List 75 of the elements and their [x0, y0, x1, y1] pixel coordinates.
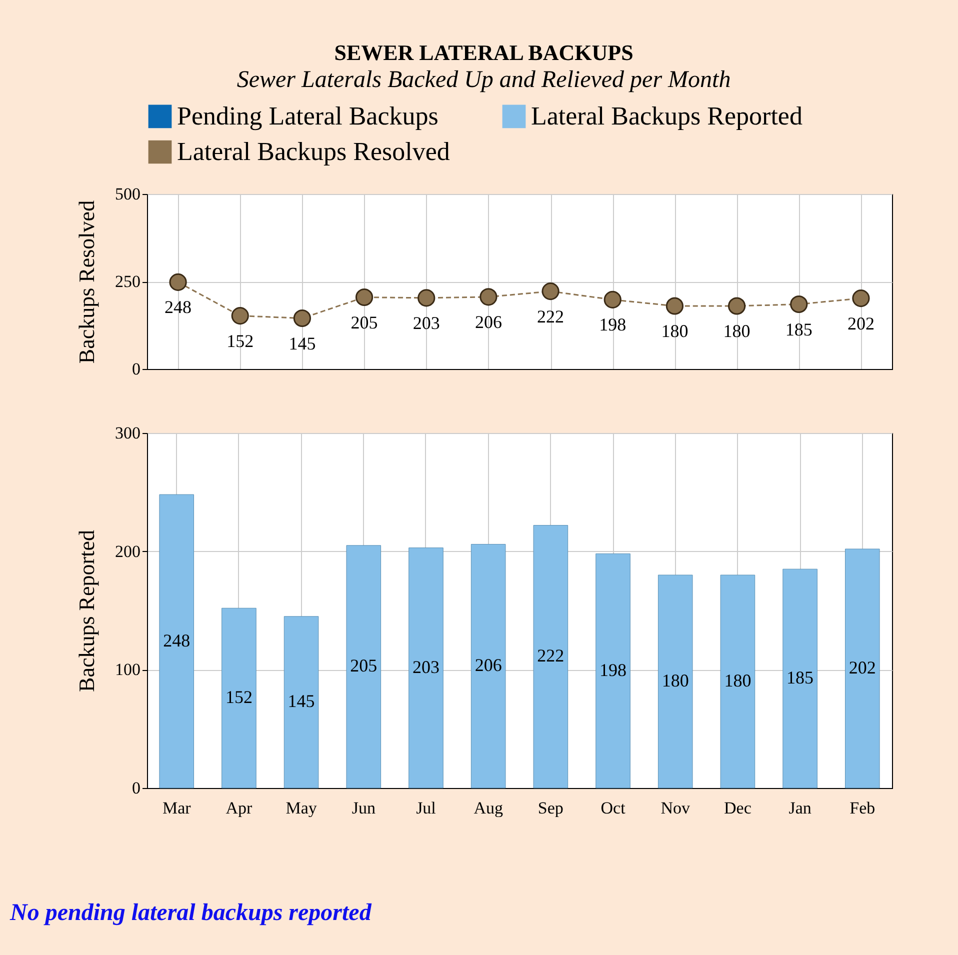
data-label: 180	[662, 670, 689, 690]
bar	[408, 548, 444, 788]
data-label: 206	[474, 312, 502, 332]
point	[231, 307, 249, 325]
point	[604, 290, 622, 308]
data-label: 202	[848, 657, 876, 678]
data-label: 145	[288, 691, 315, 712]
x-tick-label: Nov	[660, 798, 690, 818]
point	[728, 297, 746, 315]
data-label: 180	[661, 321, 688, 341]
point	[418, 289, 436, 307]
data-label: 202	[847, 313, 874, 334]
x-tick-label: Feb	[850, 798, 876, 818]
data-label: 205	[350, 312, 378, 332]
bar	[533, 525, 568, 788]
data-label: 222	[537, 306, 564, 326]
bar	[844, 548, 880, 788]
legend-label: Pending Lateral Backups	[177, 101, 438, 130]
data-label: 248	[163, 630, 190, 650]
data-label: 203	[412, 656, 440, 677]
data-label: 152	[225, 687, 252, 708]
y-tick-label: 100	[115, 660, 140, 680]
bar	[470, 544, 506, 788]
bar	[159, 494, 194, 788]
data-label: 206	[474, 655, 502, 676]
data-label: 185	[786, 668, 814, 688]
point	[293, 309, 312, 328]
data-label: 222	[537, 646, 564, 666]
y-tick-label: 0	[132, 360, 140, 378]
y-axis-title: Backups Resolved	[74, 200, 99, 364]
data-label: 180	[724, 670, 752, 690]
x-tick-label: Jul	[416, 798, 436, 818]
legend-label: Lateral Backups Resolved	[177, 137, 450, 166]
y-tick-label: 0	[132, 778, 140, 798]
x-tick-label: Sep	[538, 798, 564, 818]
chart-title: SEWER LATERAL BACKUPS	[334, 40, 634, 65]
point	[480, 288, 498, 306]
y-tick-label: 300	[115, 424, 140, 442]
bar	[658, 574, 693, 788]
x-tick-label: Jun	[352, 798, 376, 818]
x-tick-label: Dec	[724, 798, 752, 818]
data-label: 198	[600, 660, 627, 680]
bar	[346, 545, 382, 788]
y-axis-title: Backups Reported	[74, 530, 99, 692]
point	[542, 282, 560, 300]
chart-subtitle: Sewer Laterals Backed Up and Relieved per Month	[236, 67, 731, 93]
data-label: 180	[723, 321, 750, 341]
y-tick-label: 250	[115, 272, 140, 291]
y-tick-label: 200	[115, 542, 140, 561]
x-tick-label: Jan	[788, 798, 812, 818]
x-tick-label: May	[286, 798, 318, 818]
data-label: 203	[412, 312, 440, 333]
data-label: 198	[599, 314, 626, 335]
point	[169, 273, 187, 291]
bar	[222, 608, 256, 788]
x-tick-label: Apr	[226, 798, 253, 818]
data-label: 205	[350, 656, 378, 676]
point	[666, 297, 684, 315]
bar	[782, 568, 818, 788]
x-tick-label: Mar	[162, 798, 192, 818]
data-label: 145	[288, 333, 316, 354]
point	[355, 288, 374, 306]
data-label: 152	[226, 330, 254, 351]
bar	[720, 574, 756, 788]
bar	[284, 616, 319, 788]
point	[852, 290, 870, 308]
x-tick-label: Oct	[600, 798, 626, 818]
bar	[596, 553, 630, 788]
data-label: 248	[164, 297, 192, 318]
y-tick-label: 500	[115, 184, 140, 204]
x-tick-label: Aug	[474, 798, 504, 818]
data-label: 185	[785, 319, 812, 340]
point	[790, 295, 808, 314]
legend-label: Lateral Backups Reported	[531, 101, 802, 130]
text: No pending lateral backups reported	[10, 900, 372, 927]
